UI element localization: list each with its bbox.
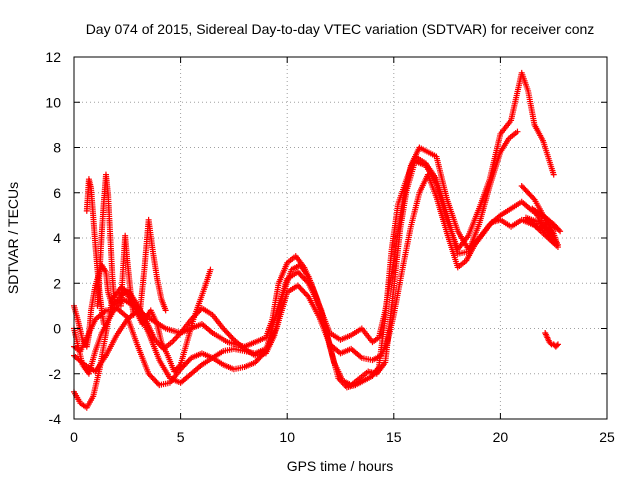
data-point bbox=[100, 320, 107, 327]
axis-ticks: 0 5 10 15 20 25 -4 -2 0 2 4 6 8 10 12 bbox=[45, 49, 615, 445]
x-tick-label: 20 bbox=[493, 429, 509, 445]
y-tick-label: -4 bbox=[49, 411, 62, 427]
data-point bbox=[555, 226, 562, 233]
data-point bbox=[207, 266, 214, 273]
data-point bbox=[111, 300, 118, 307]
data-point bbox=[550, 171, 557, 178]
y-tick-label: 8 bbox=[53, 140, 61, 156]
data-point bbox=[176, 363, 183, 370]
y-axis-label: SDTVAR / TECUs bbox=[5, 182, 21, 294]
series-tail-cluster bbox=[518, 182, 561, 251]
data-point bbox=[552, 225, 559, 232]
data-point bbox=[553, 342, 560, 349]
data-point bbox=[114, 297, 121, 304]
y-tick-label: 10 bbox=[45, 94, 61, 110]
x-tick-label: 10 bbox=[279, 429, 295, 445]
x-tick-label: 25 bbox=[599, 429, 615, 445]
series-spike-c bbox=[117, 232, 137, 318]
x-axis-label: GPS time / hours bbox=[287, 458, 394, 474]
y-tick-label: 12 bbox=[45, 49, 61, 65]
y-tick-label: 6 bbox=[53, 185, 61, 201]
x-tick-label: 15 bbox=[386, 429, 402, 445]
data-point bbox=[547, 340, 554, 347]
data-points bbox=[71, 69, 564, 411]
series-spike-b bbox=[94, 171, 118, 309]
data-point bbox=[130, 311, 137, 318]
data-point bbox=[162, 307, 169, 314]
data-point bbox=[514, 128, 521, 135]
y-tick-label: -2 bbox=[49, 366, 62, 382]
y-tick-label: 2 bbox=[53, 275, 61, 291]
x-tick-label: 5 bbox=[177, 429, 185, 445]
data-point bbox=[554, 341, 561, 348]
y-tick-label: 4 bbox=[53, 230, 61, 246]
data-point bbox=[530, 195, 537, 202]
data-point bbox=[557, 228, 564, 235]
x-tick-label: 0 bbox=[70, 429, 78, 445]
y-tick-label: 0 bbox=[53, 321, 61, 337]
series-spike-d bbox=[137, 216, 169, 314]
chart-title: Day 074 of 2015, Sidereal Day-to-day VTE… bbox=[86, 21, 595, 37]
series-late-fragment bbox=[542, 330, 561, 350]
